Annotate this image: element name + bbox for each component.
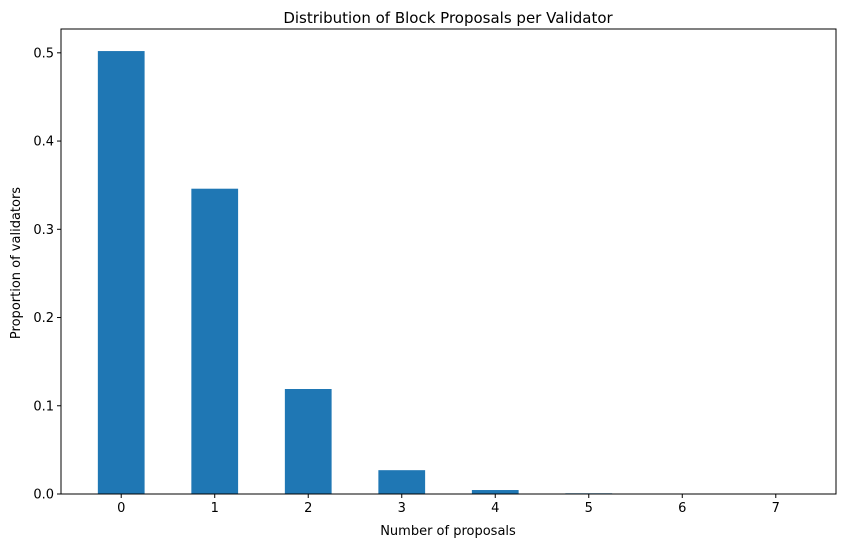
x-tick-label: 6 — [678, 501, 686, 516]
chart-title: Distribution of Block Proposals per Vali… — [283, 9, 613, 27]
y-tick-label: 0.3 — [33, 223, 54, 238]
x-tick-label: 3 — [398, 501, 406, 516]
bars-layer — [98, 51, 799, 494]
x-tick-label: 5 — [585, 501, 593, 516]
y-tick-label: 0.1 — [33, 399, 54, 414]
plot-frame — [61, 29, 836, 494]
bar-3 — [378, 470, 425, 494]
y-tick-label: 0.5 — [33, 46, 54, 61]
axes-layer: 0 1 2 3 4 5 6 7 0.0 0.1 0.2 0.3 0.4 0.5 — [33, 46, 780, 516]
bar-4 — [472, 490, 519, 494]
y-tick-label: 0.2 — [33, 311, 54, 326]
bar-1 — [191, 189, 238, 494]
y-tick-label: 0.4 — [33, 135, 54, 150]
x-tick-label: 1 — [211, 501, 219, 516]
y-axis-label: Proportion of validators — [9, 187, 24, 339]
x-tick-label: 4 — [491, 501, 499, 516]
x-tick-label: 7 — [772, 501, 780, 516]
y-tick-label: 0.0 — [33, 488, 54, 503]
bar-0 — [98, 51, 145, 494]
x-axis-label: Number of proposals — [380, 524, 516, 539]
x-tick-label: 2 — [304, 501, 312, 516]
x-tick-label: 0 — [117, 501, 125, 516]
bar-2 — [285, 389, 332, 494]
